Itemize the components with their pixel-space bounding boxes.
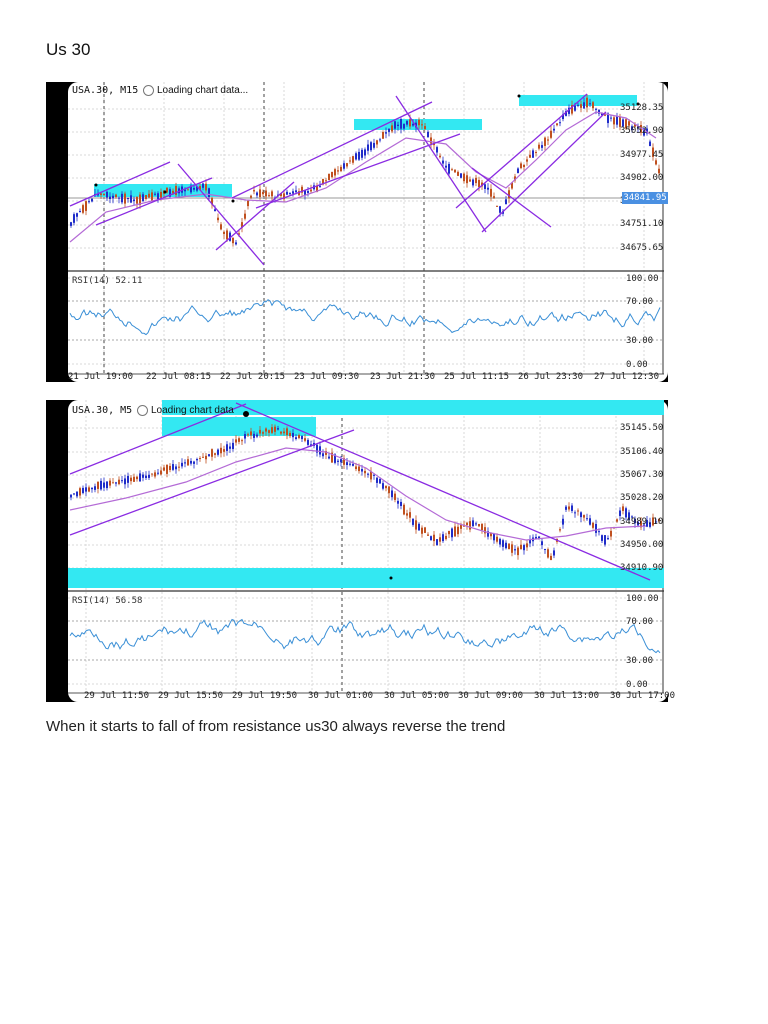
time-axis-label: 30 Jul 05:00 (384, 691, 450, 701)
price-axis-label: 35145.50 (620, 423, 664, 433)
time-axis-label: 29 Jul 15:50 (158, 691, 224, 701)
price-axis-label: 34977.45 (620, 150, 664, 160)
moving-average-line (69, 447, 647, 541)
rsi-axis-label: 70.00 (626, 297, 654, 307)
loading-spinner-icon (143, 85, 154, 96)
resistance-zone (162, 400, 664, 415)
price-axis-label: 34950.00 (620, 540, 664, 550)
time-axis-label: 26 Jul 23:30 (518, 372, 584, 382)
chart-screenshot-m15: USA.30, M15 Loading chart data... 35128.… (46, 82, 668, 382)
price-axis-label: 35128.35 (620, 103, 664, 113)
time-axis-label: 21 Jul 19:00 (68, 372, 134, 382)
symbol-label: USA.30, M5 (72, 405, 133, 416)
price-axis-label: 35052.90 (620, 126, 664, 136)
rsi-label: RSI(14) 56.58 (72, 596, 143, 606)
time-axis-label: 23 Jul 09:30 (294, 372, 360, 382)
current-price-tag: 34841.95 (622, 192, 668, 204)
symbol-label: USA.30, M15 (72, 85, 139, 96)
time-axis-label: 29 Jul 11:50 (84, 691, 150, 701)
page-title: Us 30 (46, 40, 91, 59)
price-axis-label: 35028.20 (620, 493, 664, 503)
time-axis-label: 25 Jul 11:15 (444, 372, 510, 382)
rsi-label: RSI(14) 52.11 (72, 276, 143, 286)
time-axis-label: 22 Jul 20:15 (220, 372, 286, 382)
trendlines (69, 402, 651, 581)
time-axis-label: 29 Jul 19:50 (232, 691, 298, 701)
time-axis-label: 30 Jul 09:00 (458, 691, 524, 701)
rsi-line (69, 618, 661, 654)
loading-text: Loading chart data... (157, 85, 249, 96)
price-axis-label: 35106.40 (620, 447, 664, 457)
rsi-line (69, 299, 661, 336)
time-axis-label: 23 Jul 21:30 (370, 372, 436, 382)
rsi-axis-label: 100.00 (626, 274, 659, 284)
trendlines (69, 93, 607, 266)
rsi-axis-label: 30.00 (626, 656, 654, 666)
moving-average-line (69, 111, 657, 243)
post-caption: When it starts to fall of from resistanc… (46, 718, 506, 735)
resistance-zone (519, 95, 637, 106)
time-axis-label: 22 Jul 08:15 (146, 372, 212, 382)
price-axis-label: 34751.10 (620, 219, 664, 229)
time-axis-label: 27 Jul 12:30 (594, 372, 660, 382)
price-axis-label: 35067.30 (620, 470, 664, 480)
time-axis-label: 30 Jul 01:00 (308, 691, 374, 701)
rsi-axis-label: 0.00 (626, 360, 648, 370)
chart-screenshot-m5: USA.30, M5 Loading chart data 35145.50 35… (46, 400, 675, 702)
loading-spinner-icon (137, 405, 148, 416)
price-axis-label: 34902.00 (620, 173, 664, 183)
price-axis-label: 34989.10 (620, 517, 664, 527)
price-axis-label: 34910.90 (620, 563, 664, 573)
price-axis-label: 34675.65 (620, 243, 664, 253)
time-axis-label: 30 Jul 17:00 (610, 691, 676, 701)
support-zone (68, 568, 664, 588)
loading-text: Loading chart data (151, 405, 234, 416)
time-axis-label: 30 Jul 13:00 (534, 691, 600, 701)
rsi-axis-label: 30.00 (626, 336, 654, 346)
rsi-axis-label: 70.00 (626, 617, 654, 627)
rsi-axis-label: 0.00 (626, 680, 648, 690)
rsi-axis-label: 100.00 (626, 594, 659, 604)
